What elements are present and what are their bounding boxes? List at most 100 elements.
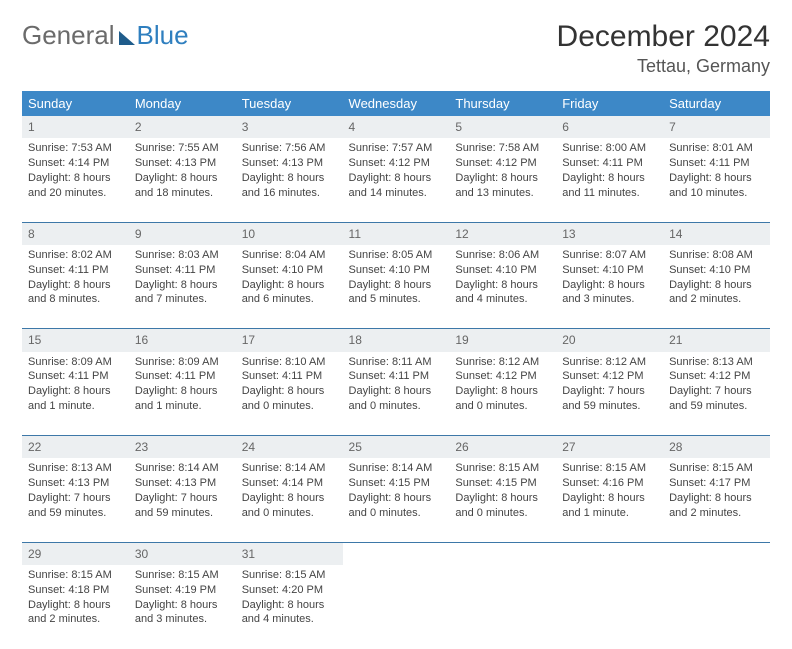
day-number-cell: 14 — [663, 222, 770, 245]
day-number-cell: 18 — [343, 329, 450, 352]
daylight-line: Daylight: 7 hours and 59 minutes. — [562, 384, 657, 414]
sunrise-line: Sunrise: 7:56 AM — [242, 141, 337, 156]
daylight-line: Daylight: 8 hours and 14 minutes. — [349, 171, 444, 201]
weekday-header-row: Sunday Monday Tuesday Wednesday Thursday… — [22, 91, 770, 116]
day-cell: Sunrise: 7:57 AMSunset: 4:12 PMDaylight:… — [343, 138, 450, 222]
day-number-cell — [343, 542, 450, 565]
daylight-line: Daylight: 8 hours and 0 minutes. — [455, 491, 550, 521]
sunset-line: Sunset: 4:12 PM — [349, 156, 444, 171]
sunrise-line: Sunrise: 7:58 AM — [455, 141, 550, 156]
day-cell: Sunrise: 8:00 AMSunset: 4:11 PMDaylight:… — [556, 138, 663, 222]
sunset-line: Sunset: 4:11 PM — [28, 369, 123, 384]
sunset-line: Sunset: 4:11 PM — [562, 156, 657, 171]
day-number-cell: 4 — [343, 116, 450, 138]
daylight-line: Daylight: 8 hours and 18 minutes. — [135, 171, 230, 201]
sunset-line: Sunset: 4:12 PM — [562, 369, 657, 384]
day-number-cell — [449, 542, 556, 565]
week-row: Sunrise: 8:02 AMSunset: 4:11 PMDaylight:… — [22, 245, 770, 329]
sunrise-line: Sunrise: 8:09 AM — [28, 355, 123, 370]
daylight-line: Daylight: 8 hours and 3 minutes. — [135, 598, 230, 628]
title-block: December 2024 Tettau, Germany — [557, 20, 770, 77]
weekday-header: Tuesday — [236, 91, 343, 116]
day-number-cell: 20 — [556, 329, 663, 352]
header: General Blue December 2024 Tettau, Germa… — [22, 20, 770, 77]
day-number-cell: 5 — [449, 116, 556, 138]
daylight-line: Daylight: 8 hours and 1 minute. — [562, 491, 657, 521]
day-number-cell: 11 — [343, 222, 450, 245]
daylight-line: Daylight: 8 hours and 1 minute. — [135, 384, 230, 414]
sunrise-line: Sunrise: 8:03 AM — [135, 248, 230, 263]
day-cell: Sunrise: 8:15 AMSunset: 4:18 PMDaylight:… — [22, 565, 129, 649]
day-cell: Sunrise: 8:11 AMSunset: 4:11 PMDaylight:… — [343, 352, 450, 436]
day-number-cell — [663, 542, 770, 565]
sunrise-line: Sunrise: 8:13 AM — [669, 355, 764, 370]
daylight-line: Daylight: 7 hours and 59 minutes. — [28, 491, 123, 521]
day-number-cell — [556, 542, 663, 565]
day-cell: Sunrise: 8:15 AMSunset: 4:17 PMDaylight:… — [663, 458, 770, 542]
sunset-line: Sunset: 4:17 PM — [669, 476, 764, 491]
month-title: December 2024 — [557, 20, 770, 54]
day-number-cell: 31 — [236, 542, 343, 565]
day-number-row: 1234567 — [22, 116, 770, 138]
day-cell: Sunrise: 7:53 AMSunset: 4:14 PMDaylight:… — [22, 138, 129, 222]
sunset-line: Sunset: 4:13 PM — [135, 476, 230, 491]
daylight-line: Daylight: 8 hours and 8 minutes. — [28, 278, 123, 308]
sunrise-line: Sunrise: 8:02 AM — [28, 248, 123, 263]
sunset-line: Sunset: 4:11 PM — [349, 369, 444, 384]
sunrise-line: Sunrise: 8:14 AM — [349, 461, 444, 476]
day-cell: Sunrise: 8:09 AMSunset: 4:11 PMDaylight:… — [22, 352, 129, 436]
day-cell: Sunrise: 8:07 AMSunset: 4:10 PMDaylight:… — [556, 245, 663, 329]
logo-text-blue: Blue — [123, 20, 189, 51]
day-number-cell: 23 — [129, 436, 236, 459]
sunrise-line: Sunrise: 8:15 AM — [135, 568, 230, 583]
daylight-line: Daylight: 8 hours and 5 minutes. — [349, 278, 444, 308]
daylight-line: Daylight: 8 hours and 3 minutes. — [562, 278, 657, 308]
day-number-cell: 10 — [236, 222, 343, 245]
sunrise-line: Sunrise: 8:10 AM — [242, 355, 337, 370]
day-cell — [556, 565, 663, 649]
daylight-line: Daylight: 8 hours and 0 minutes. — [455, 384, 550, 414]
day-cell: Sunrise: 8:05 AMSunset: 4:10 PMDaylight:… — [343, 245, 450, 329]
day-number-cell: 6 — [556, 116, 663, 138]
day-number-cell: 26 — [449, 436, 556, 459]
day-number-row: 293031 — [22, 542, 770, 565]
sunrise-line: Sunrise: 8:00 AM — [562, 141, 657, 156]
day-number-cell: 2 — [129, 116, 236, 138]
sunset-line: Sunset: 4:10 PM — [242, 263, 337, 278]
sunset-line: Sunset: 4:10 PM — [669, 263, 764, 278]
day-number-cell: 30 — [129, 542, 236, 565]
weekday-header: Sunday — [22, 91, 129, 116]
sunrise-line: Sunrise: 7:57 AM — [349, 141, 444, 156]
daylight-line: Daylight: 8 hours and 16 minutes. — [242, 171, 337, 201]
daylight-line: Daylight: 8 hours and 4 minutes. — [455, 278, 550, 308]
day-number-cell: 19 — [449, 329, 556, 352]
day-number-cell: 13 — [556, 222, 663, 245]
sunrise-line: Sunrise: 7:55 AM — [135, 141, 230, 156]
day-cell: Sunrise: 8:03 AMSunset: 4:11 PMDaylight:… — [129, 245, 236, 329]
sunrise-line: Sunrise: 8:14 AM — [242, 461, 337, 476]
daylight-line: Daylight: 7 hours and 59 minutes. — [669, 384, 764, 414]
sunrise-line: Sunrise: 8:12 AM — [562, 355, 657, 370]
sunset-line: Sunset: 4:11 PM — [669, 156, 764, 171]
day-cell: Sunrise: 8:13 AMSunset: 4:13 PMDaylight:… — [22, 458, 129, 542]
sunset-line: Sunset: 4:10 PM — [349, 263, 444, 278]
daylight-line: Daylight: 8 hours and 20 minutes. — [28, 171, 123, 201]
sunset-line: Sunset: 4:13 PM — [28, 476, 123, 491]
day-cell: Sunrise: 8:14 AMSunset: 4:13 PMDaylight:… — [129, 458, 236, 542]
daylight-line: Daylight: 8 hours and 2 minutes. — [669, 278, 764, 308]
day-cell: Sunrise: 8:12 AMSunset: 4:12 PMDaylight:… — [449, 352, 556, 436]
week-row: Sunrise: 8:09 AMSunset: 4:11 PMDaylight:… — [22, 352, 770, 436]
week-row: Sunrise: 8:13 AMSunset: 4:13 PMDaylight:… — [22, 458, 770, 542]
day-number-cell: 7 — [663, 116, 770, 138]
day-number-cell: 9 — [129, 222, 236, 245]
day-cell: Sunrise: 8:01 AMSunset: 4:11 PMDaylight:… — [663, 138, 770, 222]
day-number-cell: 27 — [556, 436, 663, 459]
sunset-line: Sunset: 4:10 PM — [562, 263, 657, 278]
daylight-line: Daylight: 7 hours and 59 minutes. — [135, 491, 230, 521]
weekday-header: Friday — [556, 91, 663, 116]
day-number-cell: 29 — [22, 542, 129, 565]
day-number-cell: 21 — [663, 329, 770, 352]
sunset-line: Sunset: 4:18 PM — [28, 583, 123, 598]
sunrise-line: Sunrise: 8:15 AM — [562, 461, 657, 476]
sunset-line: Sunset: 4:15 PM — [349, 476, 444, 491]
